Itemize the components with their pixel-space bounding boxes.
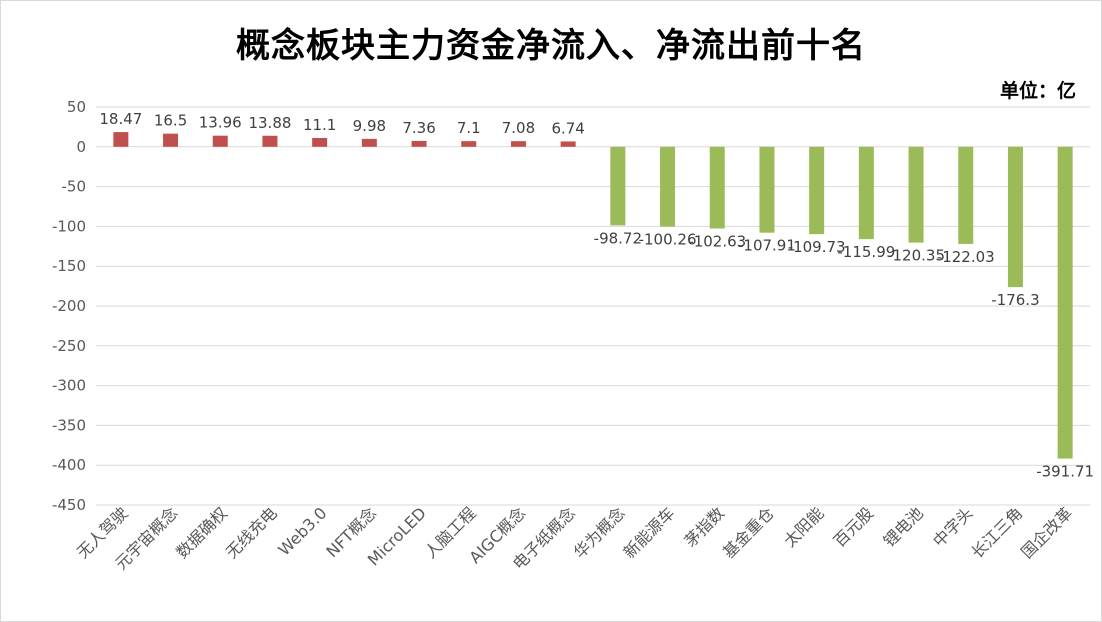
data-label: -391.71 bbox=[1036, 463, 1094, 481]
x-category-label: 锂电池 bbox=[879, 503, 926, 550]
bar bbox=[1007, 146, 1023, 288]
unit-label: 单位：亿 bbox=[999, 80, 1076, 102]
bar bbox=[411, 140, 427, 147]
data-label: 16.5 bbox=[154, 112, 187, 130]
x-category-label: Web3.0 bbox=[274, 503, 330, 559]
bar bbox=[461, 141, 477, 147]
x-category-label: 茅指数 bbox=[681, 503, 728, 550]
y-tick-label: -300 bbox=[52, 377, 86, 395]
data-label: 7.08 bbox=[502, 119, 535, 137]
x-category-label: 新能源车 bbox=[620, 503, 679, 562]
bar bbox=[262, 135, 278, 147]
x-category-label: 长江三角 bbox=[968, 503, 1027, 562]
data-label: -115.99 bbox=[837, 243, 895, 261]
data-labels: 18.47 16.5 13.96 13.88 11.1 9.98 7.36 7.1 7.08 6.… bbox=[99, 110, 1094, 481]
bar bbox=[361, 138, 377, 147]
bar bbox=[510, 141, 526, 147]
y-tick-label: 0 bbox=[76, 138, 86, 156]
data-label: 7.36 bbox=[402, 119, 435, 137]
x-category-label: 基金重仓 bbox=[719, 503, 778, 562]
x-category-label: 无线充电 bbox=[222, 503, 281, 562]
bar bbox=[312, 137, 328, 147]
data-label: 9.98 bbox=[353, 117, 386, 135]
x-category-label: 中字头 bbox=[929, 503, 976, 550]
data-label: -120.35 bbox=[887, 247, 945, 265]
bar bbox=[759, 146, 775, 233]
x-category-label: 百元股 bbox=[830, 503, 877, 550]
data-label: 13.96 bbox=[199, 114, 242, 132]
bars bbox=[113, 132, 1073, 459]
bar bbox=[908, 146, 924, 243]
x-category-label: 华为概念 bbox=[570, 503, 629, 562]
data-label: -100.26 bbox=[639, 231, 697, 249]
bar bbox=[610, 146, 626, 226]
bar bbox=[809, 146, 825, 235]
bar bbox=[958, 146, 974, 244]
data-label: 11.1 bbox=[303, 116, 336, 134]
bar bbox=[163, 133, 179, 147]
chart-title: 概念板块主力资金净流入、净流出前十名 bbox=[236, 26, 866, 66]
y-tick-label: -200 bbox=[52, 297, 86, 315]
bar bbox=[113, 132, 129, 147]
y-tick-label: -350 bbox=[52, 416, 86, 434]
bar bbox=[1057, 146, 1073, 459]
bar bbox=[660, 146, 676, 227]
data-label: -102.63 bbox=[688, 232, 746, 250]
bar bbox=[709, 146, 725, 229]
data-label: -107.91 bbox=[738, 237, 796, 255]
gridlines bbox=[96, 106, 1090, 506]
y-tick-label: 50 bbox=[67, 98, 86, 116]
bar bbox=[560, 141, 576, 147]
y-tick-label: -250 bbox=[52, 337, 86, 355]
data-label: 6.74 bbox=[551, 119, 584, 137]
x-category-label: 数据确权 bbox=[172, 503, 231, 562]
data-label: -122.03 bbox=[937, 248, 995, 266]
x-category-label: 国企改革 bbox=[1017, 503, 1076, 562]
data-label: 7.1 bbox=[457, 119, 481, 137]
y-tick-label: -50 bbox=[62, 178, 87, 196]
y-tick-label: -100 bbox=[52, 217, 86, 235]
y-tick-label: -450 bbox=[52, 496, 86, 514]
bar bbox=[212, 135, 228, 147]
bar bbox=[858, 146, 874, 240]
y-tick-label: -400 bbox=[52, 456, 86, 474]
y-axis-ticks: 50 0 -50 -100 -150 -200 -250 -300 -350 -400 -450 bbox=[52, 98, 86, 514]
data-label: -98.72 bbox=[594, 229, 642, 247]
x-category-label: 太阳能 bbox=[780, 503, 827, 550]
data-label: 13.88 bbox=[248, 114, 291, 132]
y-tick-label: -150 bbox=[52, 257, 86, 275]
x-axis-labels: 无人驾驶元宇宙概念数据确权无线充电Web3.0NFT概念MicroLED人脑工程… bbox=[73, 503, 1076, 573]
data-label: -176.3 bbox=[991, 291, 1039, 309]
data-label: -109.73 bbox=[788, 238, 846, 256]
data-label: 18.47 bbox=[99, 110, 142, 128]
